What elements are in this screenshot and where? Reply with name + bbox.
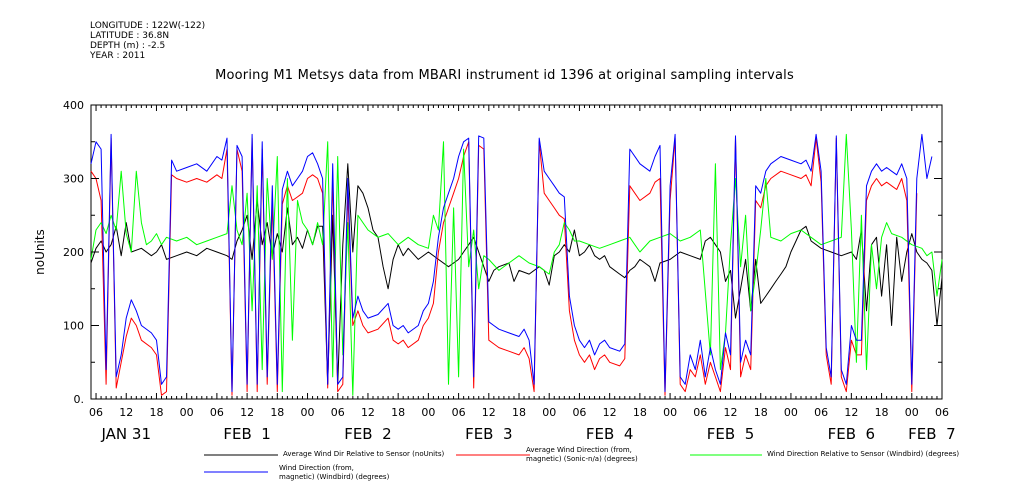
x-hour-label: 06: [210, 406, 224, 419]
series-line-0: [90, 163, 943, 385]
legend-label-2: Wind Direction Relative to Sensor (Windb…: [767, 450, 959, 458]
axes-layer: 06 12 18 00 06 12 18 00 06 12 18 00 06 12 18 00 06 12 18 00…: [33, 99, 956, 443]
metadata-block: LONGITUDE : 122W(-122) LATITUDE : 36.8N …: [90, 21, 205, 61]
y-tick-label: 300: [63, 173, 84, 186]
x-day-label: FEB 2: [344, 425, 391, 443]
x-hour-label: 12: [482, 406, 496, 419]
legend-label-1: Average Wind Direction (from,: [526, 446, 632, 454]
x-day-label: FEB 4: [586, 425, 633, 443]
x-hour-label: 00: [542, 406, 556, 419]
x-hour-label: 18: [391, 406, 405, 419]
x-hour-label: 00: [421, 406, 435, 419]
x-hour-label: 00: [905, 406, 919, 419]
x-hour-label: 12: [724, 406, 738, 419]
legend-label-1: magnetic) (Sonic-n/a) (degrees): [526, 455, 638, 463]
chart-title: Mooring M1 Metsys data from MBARI instru…: [215, 68, 794, 83]
legend-label-0: Average Wind Dir Relative to Sensor (noU…: [283, 450, 444, 458]
meta-latitude: LATITUDE : 36.8N: [90, 31, 170, 41]
x-hour-label: 00: [663, 406, 677, 419]
x-hour-label: 06: [89, 406, 103, 419]
y-axis-label: noUnits: [33, 229, 47, 275]
x-hour-label: 12: [603, 406, 617, 419]
x-hour-label: 18: [149, 406, 163, 419]
series-line-2: [90, 133, 943, 396]
x-hour-label: 06: [935, 406, 949, 419]
legend-label-3: magnetic) (Windbird) (degrees): [279, 473, 390, 481]
series-layer: [90, 133, 943, 396]
x-hour-label: 06: [814, 406, 828, 419]
x-hour-label: 06: [693, 406, 707, 419]
x-hour-label: 06: [452, 406, 466, 419]
x-hour-label: 18: [633, 406, 647, 419]
x-hour-label: 12: [240, 406, 254, 419]
x-hour-label: 06: [331, 406, 345, 419]
x-hour-label: 00: [784, 406, 798, 419]
x-hour-label: 00: [301, 406, 315, 419]
x-day-label: FEB 5: [707, 425, 754, 443]
x-day-label: JAN 31: [100, 425, 151, 443]
x-hour-label: 00: [180, 406, 194, 419]
x-hour-label: 18: [512, 406, 526, 419]
y-tick-label: 200: [63, 246, 84, 259]
x-hour-label: 06: [572, 406, 586, 419]
meta-year: YEAR : 2011: [90, 51, 146, 61]
y-tick-label: 400: [63, 99, 84, 112]
legend: Average Wind Dir Relative to Sensor (noU…: [204, 446, 959, 481]
legend-label-3: Wind Direction (from,: [279, 464, 354, 472]
series-line-1: [90, 137, 918, 396]
y-tick-label: 100: [63, 320, 84, 333]
x-day-label: FEB 7: [908, 425, 955, 443]
x-hour-label: 18: [270, 406, 284, 419]
series-line-3: [90, 133, 933, 393]
x-hour-label: 18: [875, 406, 889, 419]
meta-depth: DEPTH (m) : -2.5: [90, 41, 166, 51]
x-day-label: FEB 3: [465, 425, 512, 443]
x-hour-label: 12: [361, 406, 375, 419]
y-tick-label: 0.: [74, 393, 85, 406]
x-hour-label: 12: [119, 406, 133, 419]
meta-longitude: LONGITUDE : 122W(-122): [90, 21, 206, 31]
x-hour-label: 12: [844, 406, 858, 419]
x-hour-label: 18: [754, 406, 768, 419]
x-day-label: FEB 1: [223, 425, 270, 443]
x-day-label: FEB 6: [828, 425, 875, 443]
